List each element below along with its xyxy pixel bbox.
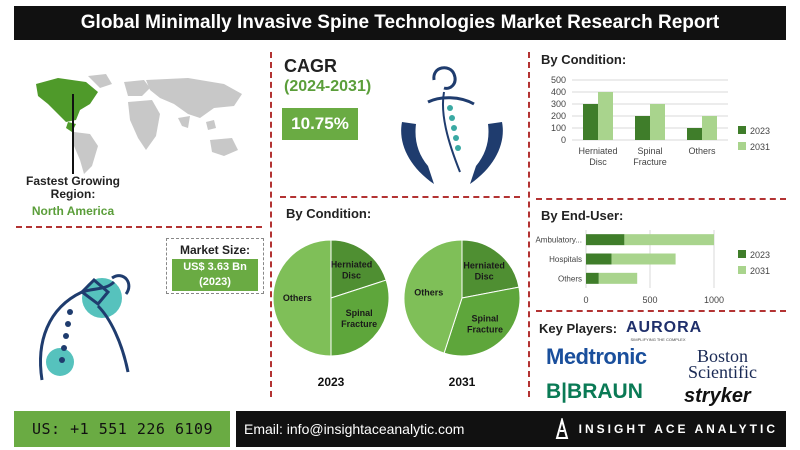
pie-year-label: 2023 — [318, 375, 345, 389]
stryker-logo: stryker — [684, 385, 751, 407]
pie-slice-label: Herniated — [463, 261, 505, 271]
bar-x-tick-label: Spinal — [637, 146, 662, 156]
hbar-2031 — [598, 272, 638, 284]
row-divider-left — [16, 226, 262, 228]
bar-y-tick-label: 100 — [551, 123, 566, 133]
logo-icon — [555, 418, 568, 439]
back-pain-icon — [39, 274, 131, 381]
bar-2031 — [598, 92, 613, 140]
hbar-2031 — [624, 234, 714, 246]
bar-2031 — [702, 116, 717, 140]
bar-y-tick-label: 200 — [551, 111, 566, 121]
pie-year-label: 2031 — [449, 375, 476, 389]
medtronic-logo: Medtronic — [546, 344, 647, 369]
bar-y-tick-label: 400 — [551, 87, 566, 97]
cagr-period: (2024-2031) — [284, 78, 372, 95]
legend-swatch-2031 — [738, 266, 746, 274]
hbar-x-tick-label: 500 — [642, 295, 657, 305]
pie-chart-title: By Condition: — [286, 206, 372, 221]
hbar-y-tick-label: Ambulatory... — [535, 236, 582, 245]
column-divider-right — [528, 52, 530, 397]
page-title: Global Minimally Invasive Spine Technolo… — [14, 6, 786, 40]
pie-charts: HerniatedDiscSpinalFractureOthers2023Her… — [272, 239, 521, 389]
footer-brand: INSIGHT ACE ANALYTIC — [555, 411, 778, 447]
bar-x-tick-label: Fracture — [633, 157, 667, 167]
cagr-label: CAGR — [284, 56, 337, 76]
row-divider-right-1 — [536, 198, 786, 200]
world-map-icon — [36, 74, 242, 174]
hbar-chart-title: By End-User: — [541, 208, 624, 223]
market-size-year: (2023) — [199, 276, 231, 288]
footer-phone: US: +1 551 226 6109 — [14, 411, 230, 447]
bar-x-tick-label: Herniated — [578, 146, 617, 156]
legend-swatch-2023 — [738, 126, 746, 134]
aurora-logo-name: AURORA — [626, 319, 703, 336]
spine-hands-icon — [401, 66, 503, 184]
pie-slice-label: Others — [414, 288, 443, 298]
market-size-value: US$ 3.63 Bn — [183, 261, 247, 273]
hbar-2023 — [586, 253, 612, 265]
boston-scientific-logo-line1: Boston — [696, 346, 748, 366]
bar-chart-title: By Condition: — [541, 52, 627, 67]
row-divider-right-2 — [536, 310, 786, 312]
hbar-2023 — [586, 272, 599, 284]
legend-label: 2031 — [750, 142, 770, 152]
row-divider-middle — [280, 196, 520, 198]
market-size-box: US$ 3.63 Bn (2023) — [172, 259, 258, 291]
hbar-2023 — [586, 234, 625, 246]
bar-2023 — [635, 116, 650, 140]
hbar-y-tick-label: Hospitals — [549, 255, 582, 264]
aurora-logo-tagline: SIMPLIFYING THE COMPLEX — [630, 337, 686, 342]
footer-email: Email: info@insightaceanalytic.com — [244, 421, 465, 437]
market-size-label: Market Size: — [179, 243, 251, 257]
fastest-growing-label: Fastest Growing Region: — [25, 174, 120, 201]
bar-x-tick-label: Disc — [589, 157, 607, 167]
fastest-growing-value: North America — [31, 204, 115, 218]
boston-scientific-logo: Boston Scientific — [688, 346, 757, 382]
bar-2031 — [650, 104, 665, 140]
pie-slice — [272, 239, 332, 357]
pie-slice-label: Spinal — [346, 308, 373, 318]
pie-slice — [443, 286, 521, 357]
bbraun-logo: B|BRAUN — [546, 380, 643, 403]
footer-brand-name: INSIGHT ACE ANALYTIC — [578, 422, 778, 436]
pie-slice-label: Fracture — [467, 325, 503, 335]
boston-scientific-logo-line2: Scientific — [688, 362, 757, 382]
pie-slice-label: Others — [283, 293, 312, 303]
hbar-x-tick-label: 1000 — [704, 295, 724, 305]
bar-2023 — [583, 104, 598, 140]
legend-label: 2023 — [750, 250, 770, 260]
legend-swatch-2023 — [738, 250, 746, 258]
bar-y-tick-label: 0 — [561, 135, 566, 145]
enduser-bar-chart: 0 500 1000 Ambulatory... Hospitals Others 2023… — [535, 230, 770, 305]
pie-slice-label: Disc — [342, 270, 361, 280]
bar-y-tick-label: 300 — [551, 99, 566, 109]
hbar-2031 — [611, 253, 676, 265]
pie-slice — [330, 239, 387, 299]
pie-slice — [403, 239, 463, 354]
pie-slice — [461, 239, 520, 299]
aurora-logo: AURORA SIMPLIFYING THE COMPLEX — [626, 319, 703, 342]
pie-slice-label: Fracture — [341, 319, 377, 329]
pie-slice — [330, 279, 390, 357]
key-players-label: Key Players: — [539, 321, 618, 336]
legend-label: 2023 — [750, 126, 770, 136]
legend-swatch-2031 — [738, 142, 746, 150]
pie-slice-label: Spinal — [472, 314, 499, 324]
bar-2023 — [687, 128, 702, 140]
map-pointer-line — [72, 94, 74, 174]
column-divider-left — [270, 52, 272, 397]
market-size-frame — [166, 238, 264, 294]
pie-slice-label: Herniated — [331, 259, 373, 269]
footer-bar: Email: info@insightaceanalytic.com INSIG… — [236, 411, 786, 447]
bar-y-tick-label: 500 — [551, 75, 566, 85]
bar-x-tick-label: Others — [688, 146, 716, 156]
hbar-x-tick-label: 0 — [583, 295, 588, 305]
hbar-y-tick-label: Others — [558, 274, 582, 283]
legend-label: 2031 — [750, 266, 770, 276]
cagr-value: 10.75% — [282, 108, 358, 140]
pie-slice-label: Disc — [475, 272, 494, 282]
